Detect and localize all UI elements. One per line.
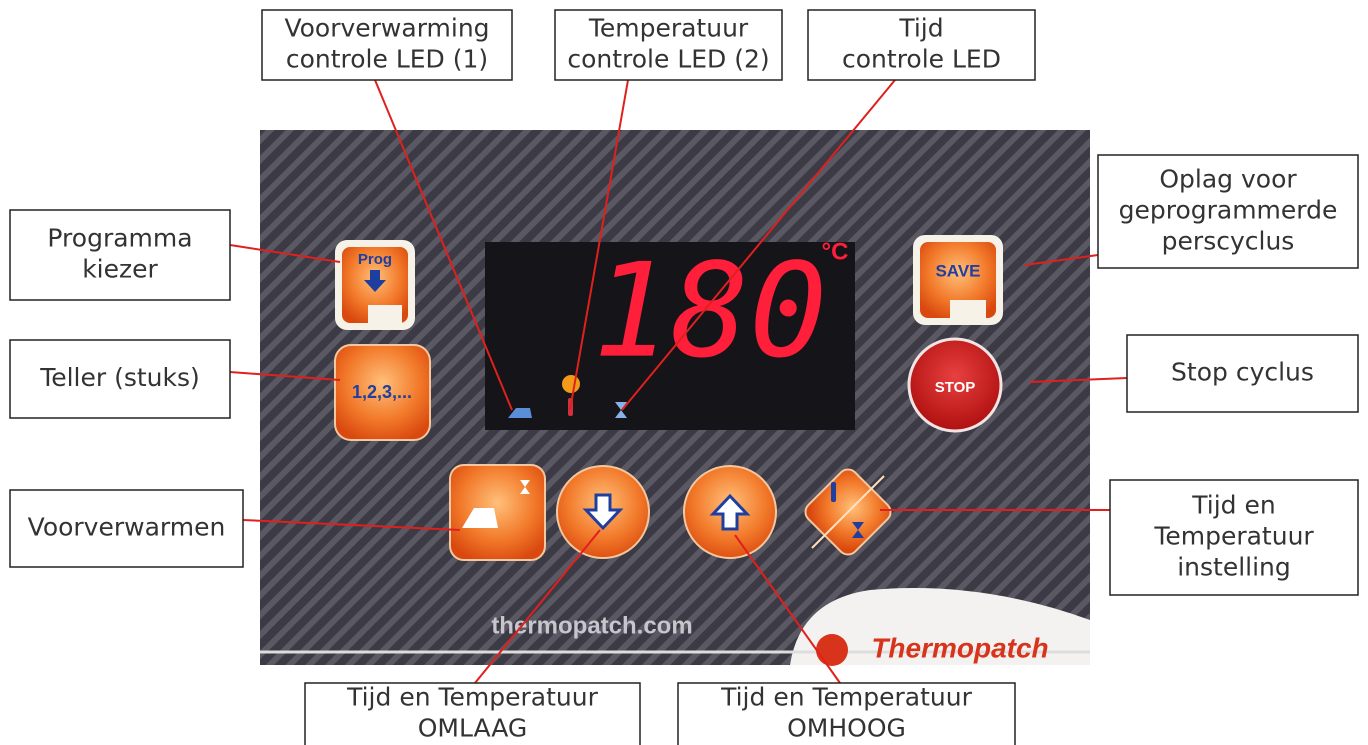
callout-text: controle LED	[842, 45, 1001, 74]
stop-label: STOP	[935, 379, 976, 396]
prog-label: Prog	[358, 251, 392, 268]
prog-button[interactable]: Prog	[335, 240, 415, 330]
save-button[interactable]: SAVE	[913, 235, 1003, 325]
callout-text: controle LED (1)	[286, 45, 488, 74]
callout-text: Stop cyclus	[1171, 358, 1314, 387]
page: {"callouts": [ {"lines": ["Voorverwarmin…	[0, 0, 1368, 745]
preheat-button[interactable]	[450, 465, 545, 560]
callout-text: Programma	[47, 224, 192, 253]
up-button[interactable]	[684, 466, 776, 558]
callout-text: geprogrammerde	[1119, 196, 1338, 225]
display-value: 180	[593, 235, 828, 387]
stop-button[interactable]: STOP	[909, 339, 1001, 431]
callout-text: Tijd	[898, 14, 943, 43]
callout-text: Voorverwarmen	[28, 513, 226, 542]
save-label: SAVE	[935, 261, 980, 280]
callout-text: OMLAAG	[418, 714, 528, 743]
callout-text: perscyclus	[1162, 227, 1295, 256]
callout-text: Temperatuur	[588, 14, 749, 43]
down-button[interactable]	[557, 466, 649, 558]
callout-text: OMHOOG	[787, 714, 906, 743]
counter-button[interactable]: 1,2,3,...	[335, 345, 430, 440]
display-unit: °C	[822, 238, 849, 265]
brand: Thermopatch	[871, 632, 1048, 663]
callout-text: controle LED (2)	[567, 45, 769, 74]
callout-text: Temperatuur	[1153, 522, 1314, 551]
callout-text: Tijd en	[1191, 491, 1275, 520]
diagram: 180 °C Prog 1,2,3,... SAVE STOP	[0, 0, 1368, 745]
callout-text: Oplag voor	[1159, 165, 1297, 194]
callout-text: kiezer	[82, 255, 158, 284]
callout-text: Tijd en Temperatuur	[346, 683, 598, 712]
callout-text: instelling	[1177, 553, 1291, 582]
callout-text: Teller (stuks)	[39, 363, 200, 392]
counter-label: 1,2,3,...	[352, 382, 412, 402]
callout-text: Tijd en Temperatuur	[720, 683, 972, 712]
callout-text: Voorverwarming	[284, 14, 489, 43]
